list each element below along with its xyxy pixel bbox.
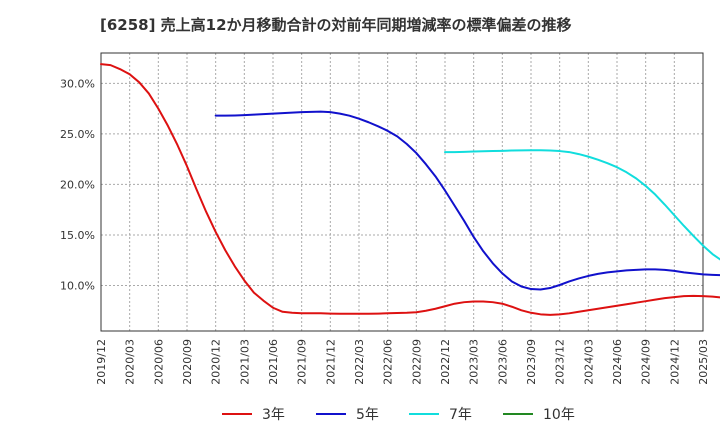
x-tick-label: 2024/03: [582, 339, 595, 385]
chart-title: [6258] 売上高12か月移動合計の対前年同期増減率の標準偏差の推移: [100, 16, 572, 34]
y-tick-label: 25.0%: [60, 128, 95, 141]
legend-label: 7年: [449, 407, 472, 423]
x-tick-label: 2022/03: [353, 339, 366, 385]
legend: 3年 5年 7年 10年: [222, 407, 575, 423]
x-tick-label: 2022/09: [410, 339, 423, 385]
y-tick-label: 30.0%: [60, 77, 95, 90]
x-tick-label: 2024/06: [611, 339, 624, 385]
x-tick-label: 2020/09: [181, 339, 194, 385]
x-tick-label: 2020/06: [152, 339, 165, 385]
x-tick-label: 2020/12: [210, 339, 223, 385]
x-tick-label: 2020/03: [124, 339, 137, 385]
y-tick-label: 20.0%: [60, 178, 95, 191]
y-tick-label: 10.0%: [60, 280, 95, 293]
legend-label: 3年: [262, 407, 285, 423]
plot-frame: [100, 52, 704, 332]
x-tick-label: 2022/06: [382, 339, 395, 385]
x-tick-label: 2023/09: [525, 339, 538, 385]
series-line-7年: [444, 149, 720, 261]
x-tick-label: 2021/06: [267, 339, 280, 385]
x-tick-label: 2025/03: [697, 339, 710, 385]
x-tick-label: 2023/03: [468, 339, 481, 385]
x-tick-label: 2024/09: [640, 339, 653, 385]
x-tick-label: 2023/06: [496, 339, 509, 385]
x-tick-label: 2021/12: [324, 339, 337, 385]
x-tick-label: 2021/03: [238, 339, 251, 385]
x-tick-label: 2023/12: [554, 339, 567, 385]
series-line-3年: [100, 63, 720, 316]
x-tick-label: 2019/12: [95, 339, 108, 385]
x-tick-label: 2024/12: [668, 339, 681, 385]
x-tick-label: 2022/12: [439, 339, 452, 385]
grid-layer: [100, 53, 704, 331]
legend-label: 5年: [356, 407, 379, 423]
legend-label: 10年: [543, 407, 575, 423]
series-line-5年: [214, 110, 720, 291]
series-layer: [100, 63, 720, 316]
y-tick-label: 15.0%: [60, 229, 95, 242]
axis-layer: 10.0% 15.0% 20.0% 25.0% 30.0% 2019/12 2020/03 2…: [60, 77, 710, 384]
x-tick-label: 2021/09: [296, 339, 309, 385]
